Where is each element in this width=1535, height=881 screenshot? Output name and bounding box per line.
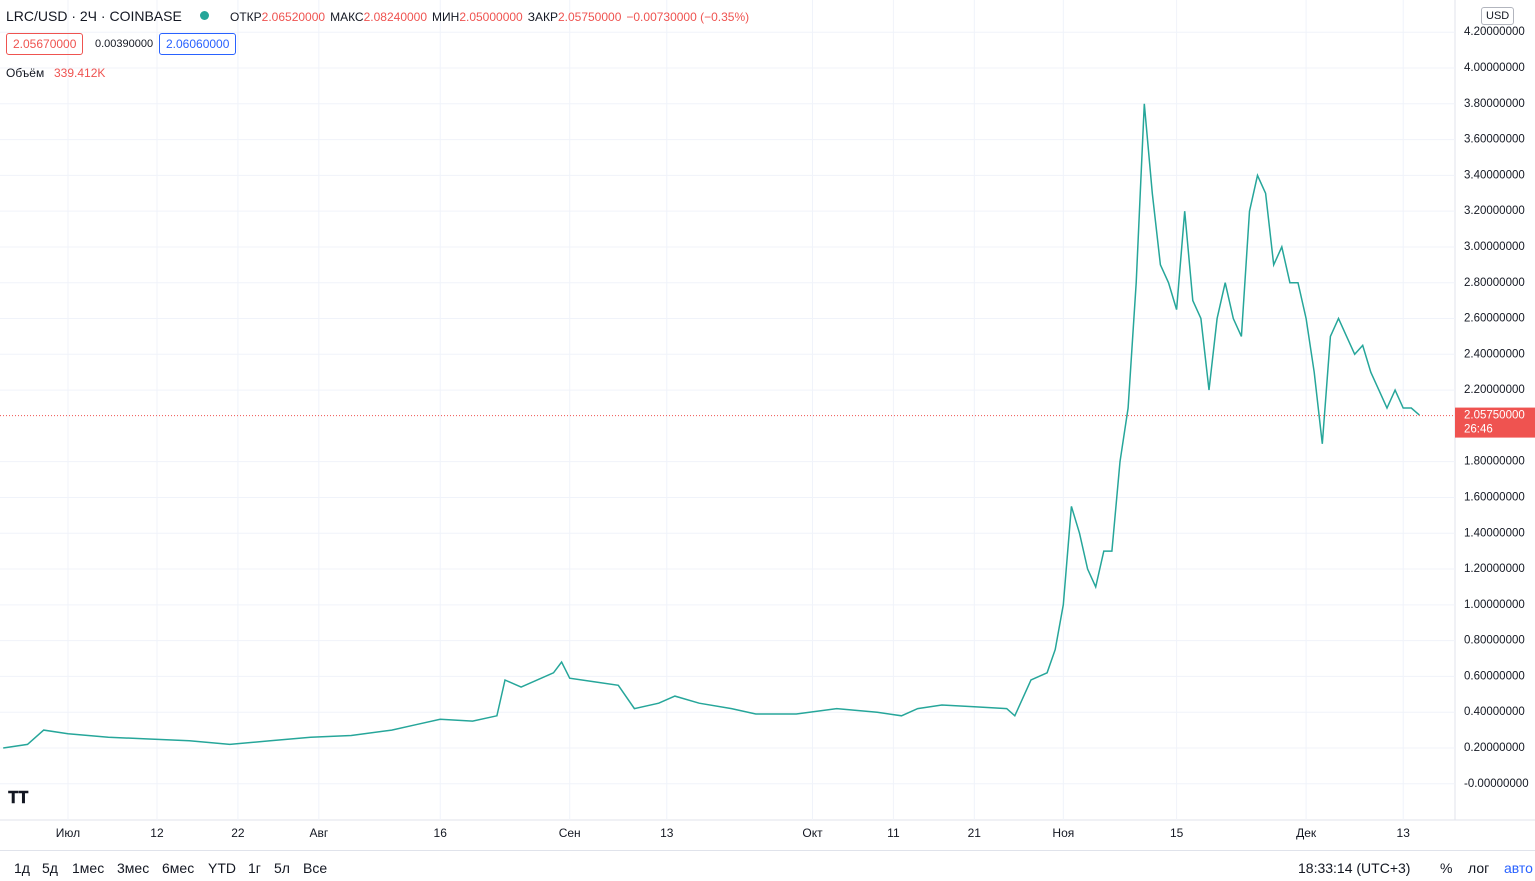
x-tick-label: Авг bbox=[309, 826, 328, 840]
option-button[interactable]: % bbox=[1440, 860, 1453, 876]
y-tick-label: 3.40000000 bbox=[1464, 169, 1525, 181]
x-tick-label: 22 bbox=[231, 826, 245, 840]
y-tick-label: 2.80000000 bbox=[1464, 277, 1525, 289]
currency-select[interactable]: USD bbox=[1481, 7, 1515, 25]
range-button[interactable]: 1д bbox=[14, 860, 30, 876]
y-tick-label: 1.80000000 bbox=[1464, 456, 1525, 468]
countdown: 26:46 bbox=[1464, 424, 1493, 436]
x-tick-label: 21 bbox=[968, 826, 982, 840]
x-tick-label: Дек bbox=[1296, 826, 1317, 840]
stat-value: 2.05750000 bbox=[557, 10, 622, 24]
symbol: LRC/USD · 2Ч · COINBASE bbox=[6, 8, 182, 24]
stat-value: 2.05000000 bbox=[459, 10, 523, 24]
stat-label: МАКС bbox=[330, 10, 364, 24]
y-tick-label: 0.60000000 bbox=[1464, 670, 1525, 682]
x-tick-label: 13 bbox=[1397, 826, 1411, 840]
range-button[interactable]: 1г bbox=[248, 860, 261, 876]
y-tick-label: 1.20000000 bbox=[1464, 563, 1525, 575]
y-tick-label: -0.00000000 bbox=[1464, 778, 1529, 790]
y-tick-label: 1.60000000 bbox=[1464, 491, 1525, 503]
bid[interactable]: 2.05670000 bbox=[6, 33, 84, 55]
stat-label: ЗАКР bbox=[527, 10, 558, 24]
option-button[interactable]: лог bbox=[1468, 860, 1490, 876]
stat-value: 2.08240000 bbox=[363, 10, 428, 24]
y-tick-label: 1.00000000 bbox=[1464, 599, 1525, 611]
x-tick-label: 16 bbox=[434, 826, 448, 840]
x-tick-label: Июл bbox=[56, 826, 80, 840]
status-dot bbox=[200, 11, 209, 20]
last-price-badge bbox=[1455, 407, 1535, 438]
stat-label: МИН bbox=[432, 10, 460, 24]
y-tick-label: 0.40000000 bbox=[1464, 706, 1525, 718]
y-tick-label: 2.40000000 bbox=[1464, 348, 1525, 360]
last-price-label: 2.05750000 bbox=[1464, 410, 1525, 422]
logo: 𝐓𝐓 bbox=[8, 790, 29, 807]
y-tick-label: 4.00000000 bbox=[1464, 62, 1525, 74]
bottom-toolbar: 1д 5д 1мес 3мес 6мес YTD 1г 5л Все 18:33:14 (UTC+… bbox=[0, 850, 1535, 881]
y-tick-label: 3.20000000 bbox=[1464, 205, 1525, 217]
y-tick-label: 0.20000000 bbox=[1464, 742, 1525, 754]
y-tick-label: 2.60000000 bbox=[1464, 313, 1525, 325]
ohlc-stats: ОТКР2.06520000 МАКС2.08240000 МИН2.0500000… bbox=[230, 10, 749, 24]
volume-label: Объём bbox=[6, 66, 45, 80]
range-button[interactable]: YTD bbox=[208, 860, 236, 876]
volume-value: 339.412K bbox=[54, 66, 106, 80]
x-tick-label: Ноя bbox=[1052, 826, 1074, 840]
spread: 0.00390000 bbox=[95, 38, 154, 50]
clock: 18:33:14 (UTC+3) bbox=[1298, 860, 1411, 876]
y-tick-label: 0.80000000 bbox=[1464, 635, 1525, 647]
range-button[interactable]: Все bbox=[303, 860, 328, 876]
y-tick-label: 3.60000000 bbox=[1464, 134, 1525, 146]
change: −0.00730000 (−0.35%) bbox=[626, 10, 750, 24]
range-button[interactable]: 1мес bbox=[72, 860, 105, 876]
range-button[interactable]: 6мес bbox=[162, 860, 195, 876]
y-tick-label: 2.20000000 bbox=[1464, 384, 1525, 396]
y-tick-label: 1.40000000 bbox=[1464, 527, 1525, 539]
stat-value: 2.06520000 bbox=[261, 10, 326, 24]
y-tick-label: 3.00000000 bbox=[1464, 241, 1525, 253]
x-tick-label: 15 bbox=[1170, 826, 1184, 840]
y-tick-label: 3.80000000 bbox=[1464, 98, 1525, 110]
stat-label: ОТКР bbox=[230, 10, 262, 24]
range-button[interactable]: 5д bbox=[42, 860, 58, 876]
range-button[interactable]: 5л bbox=[274, 860, 290, 876]
x-tick-label: 13 bbox=[660, 826, 674, 840]
option-button[interactable]: авто bbox=[1504, 860, 1533, 876]
x-tick-label: Окт bbox=[802, 826, 823, 840]
x-tick-label: 12 bbox=[150, 826, 164, 840]
range-button[interactable]: 3мес bbox=[117, 860, 150, 876]
x-tick-label: Сен bbox=[559, 826, 581, 840]
price-line bbox=[3, 103, 1420, 749]
y-tick-label: 4.20000000 bbox=[1464, 26, 1525, 38]
ask[interactable]: 2.06060000 bbox=[159, 33, 237, 55]
x-tick-label: 11 bbox=[887, 826, 900, 840]
